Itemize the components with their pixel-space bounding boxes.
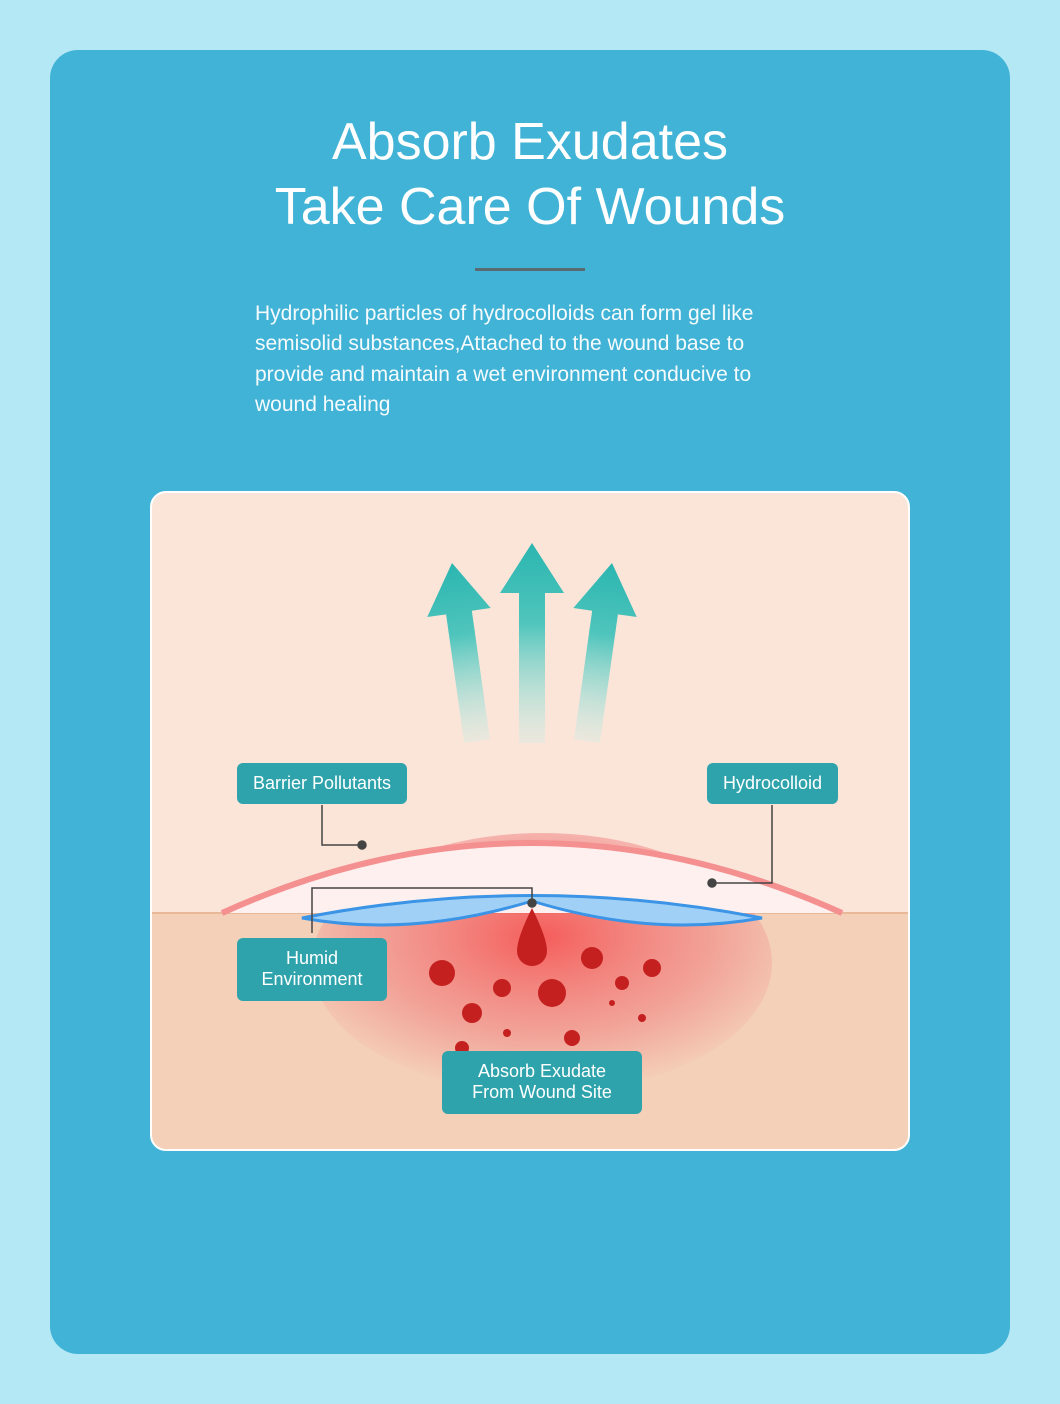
label-absorb-exudate: Absorb Exudate From Wound Site	[442, 1051, 642, 1114]
description-text: Hydrophilic particles of hydrocolloids c…	[255, 299, 805, 421]
label-humid-environment: Humid Environment	[237, 938, 387, 1001]
evaporation-arrows	[420, 543, 643, 746]
label-hydrocolloid: Hydrocolloid	[707, 763, 838, 805]
title-line-2: Take Care Of Wounds	[275, 178, 786, 236]
label-barrier-pollutants: Barrier Pollutants	[237, 763, 407, 805]
info-card: Absorb Exudates Take Care Of Wounds Hydr…	[50, 50, 1010, 1354]
main-title: Absorb Exudates Take Care Of Wounds	[275, 110, 786, 240]
title-divider	[475, 268, 585, 271]
title-line-1: Absorb Exudates	[332, 113, 728, 171]
wound-diagram: Barrier Pollutants Hydrocolloid Humid En…	[150, 491, 910, 1151]
